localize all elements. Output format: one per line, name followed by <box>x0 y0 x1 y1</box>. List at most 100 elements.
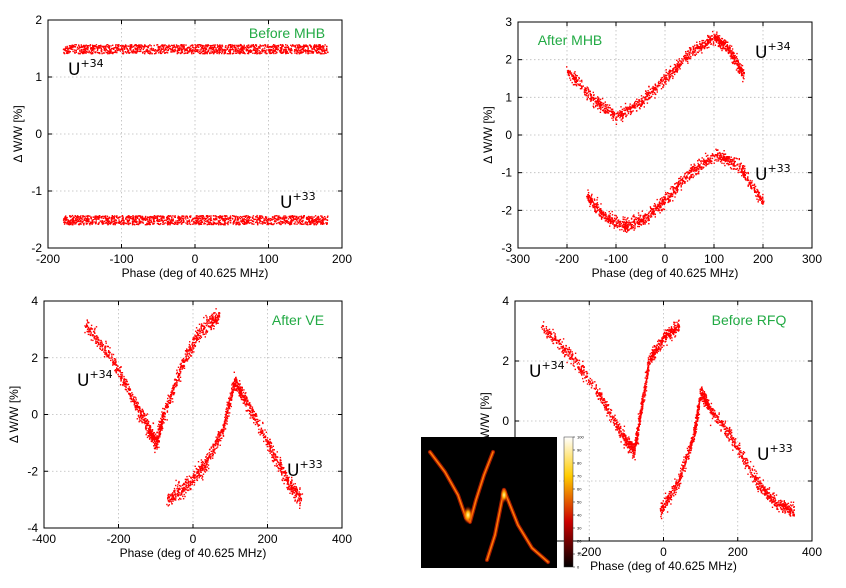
data-point <box>616 119 617 120</box>
data-point <box>134 47 135 48</box>
data-point <box>112 45 113 46</box>
data-point <box>597 105 598 106</box>
data-point <box>620 114 621 115</box>
data-point <box>325 53 326 54</box>
data-point <box>167 221 168 222</box>
data-point <box>275 218 276 219</box>
data-point <box>240 44 241 45</box>
data-point <box>75 218 76 219</box>
data-point <box>213 215 214 216</box>
data-point <box>739 65 740 66</box>
data-point <box>268 224 269 225</box>
data-point <box>316 51 317 52</box>
data-point <box>183 44 184 45</box>
data-point <box>597 197 598 198</box>
data-point <box>278 49 279 50</box>
data-point <box>613 222 614 223</box>
data-point <box>648 215 649 216</box>
data-point <box>144 53 145 54</box>
data-point <box>132 221 133 222</box>
data-point <box>81 217 82 218</box>
data-point <box>132 217 133 218</box>
data-point <box>720 155 721 156</box>
data-point <box>134 220 135 221</box>
data-point <box>72 49 73 50</box>
data-point <box>145 219 146 220</box>
y-tick-label: 1 <box>35 70 42 84</box>
data-point <box>296 44 297 45</box>
data-point <box>210 50 211 51</box>
data-point <box>178 216 179 217</box>
data-point <box>577 79 578 80</box>
data-point <box>721 44 722 45</box>
data-point <box>133 224 134 225</box>
data-point <box>668 73 669 74</box>
data-point <box>758 201 759 202</box>
data-point <box>221 53 222 54</box>
data-point <box>644 218 645 219</box>
data-point <box>681 183 682 184</box>
data-point <box>630 109 631 110</box>
data-point <box>76 222 77 223</box>
data-point <box>656 89 657 90</box>
data-point <box>190 224 191 225</box>
data-point <box>248 220 249 221</box>
data-point <box>135 49 136 50</box>
data-point <box>244 218 245 219</box>
data-point <box>720 43 721 44</box>
data-point <box>641 98 642 99</box>
data-point <box>128 50 129 51</box>
data-point <box>230 51 231 52</box>
data-point <box>702 160 703 161</box>
data-point <box>97 216 98 217</box>
data-point <box>626 108 627 109</box>
data-point <box>210 215 211 216</box>
data-point <box>282 52 283 53</box>
data-point <box>598 103 599 104</box>
data-point <box>304 215 305 216</box>
data-point <box>628 229 629 230</box>
data-point <box>81 47 82 48</box>
data-point <box>249 50 250 51</box>
data-point <box>700 46 701 47</box>
data-point <box>705 165 706 166</box>
data-point <box>85 220 86 221</box>
data-point <box>298 49 299 50</box>
data-point <box>597 207 598 208</box>
y-tick-label: 0 <box>35 127 42 141</box>
data-point <box>609 217 610 218</box>
data-point <box>303 223 304 224</box>
data-point <box>105 48 106 49</box>
data-point <box>220 223 221 224</box>
data-point <box>277 47 278 48</box>
data-point <box>707 35 708 36</box>
data-point <box>711 163 712 164</box>
data-point <box>681 186 682 187</box>
data-point <box>585 88 586 89</box>
data-point <box>591 195 592 196</box>
data-point <box>78 218 79 219</box>
data-point <box>612 109 613 110</box>
data-point <box>233 51 234 52</box>
data-point <box>688 52 689 53</box>
data-point <box>601 214 602 215</box>
data-point <box>710 162 711 163</box>
data-point <box>235 53 236 54</box>
data-point <box>708 43 709 44</box>
data-point <box>74 51 75 52</box>
data-point <box>214 46 215 47</box>
data-point <box>312 222 313 223</box>
data-point <box>187 222 188 223</box>
data-point <box>643 221 644 222</box>
data-point <box>131 218 132 219</box>
data-point <box>657 91 658 92</box>
data-point <box>186 216 187 217</box>
data-point <box>637 105 638 106</box>
data-point <box>606 107 607 108</box>
data-point <box>303 50 304 51</box>
data-point <box>269 46 270 47</box>
data-point <box>273 223 274 224</box>
data-point <box>119 222 120 223</box>
data-point <box>133 49 134 50</box>
data-point <box>211 223 212 224</box>
